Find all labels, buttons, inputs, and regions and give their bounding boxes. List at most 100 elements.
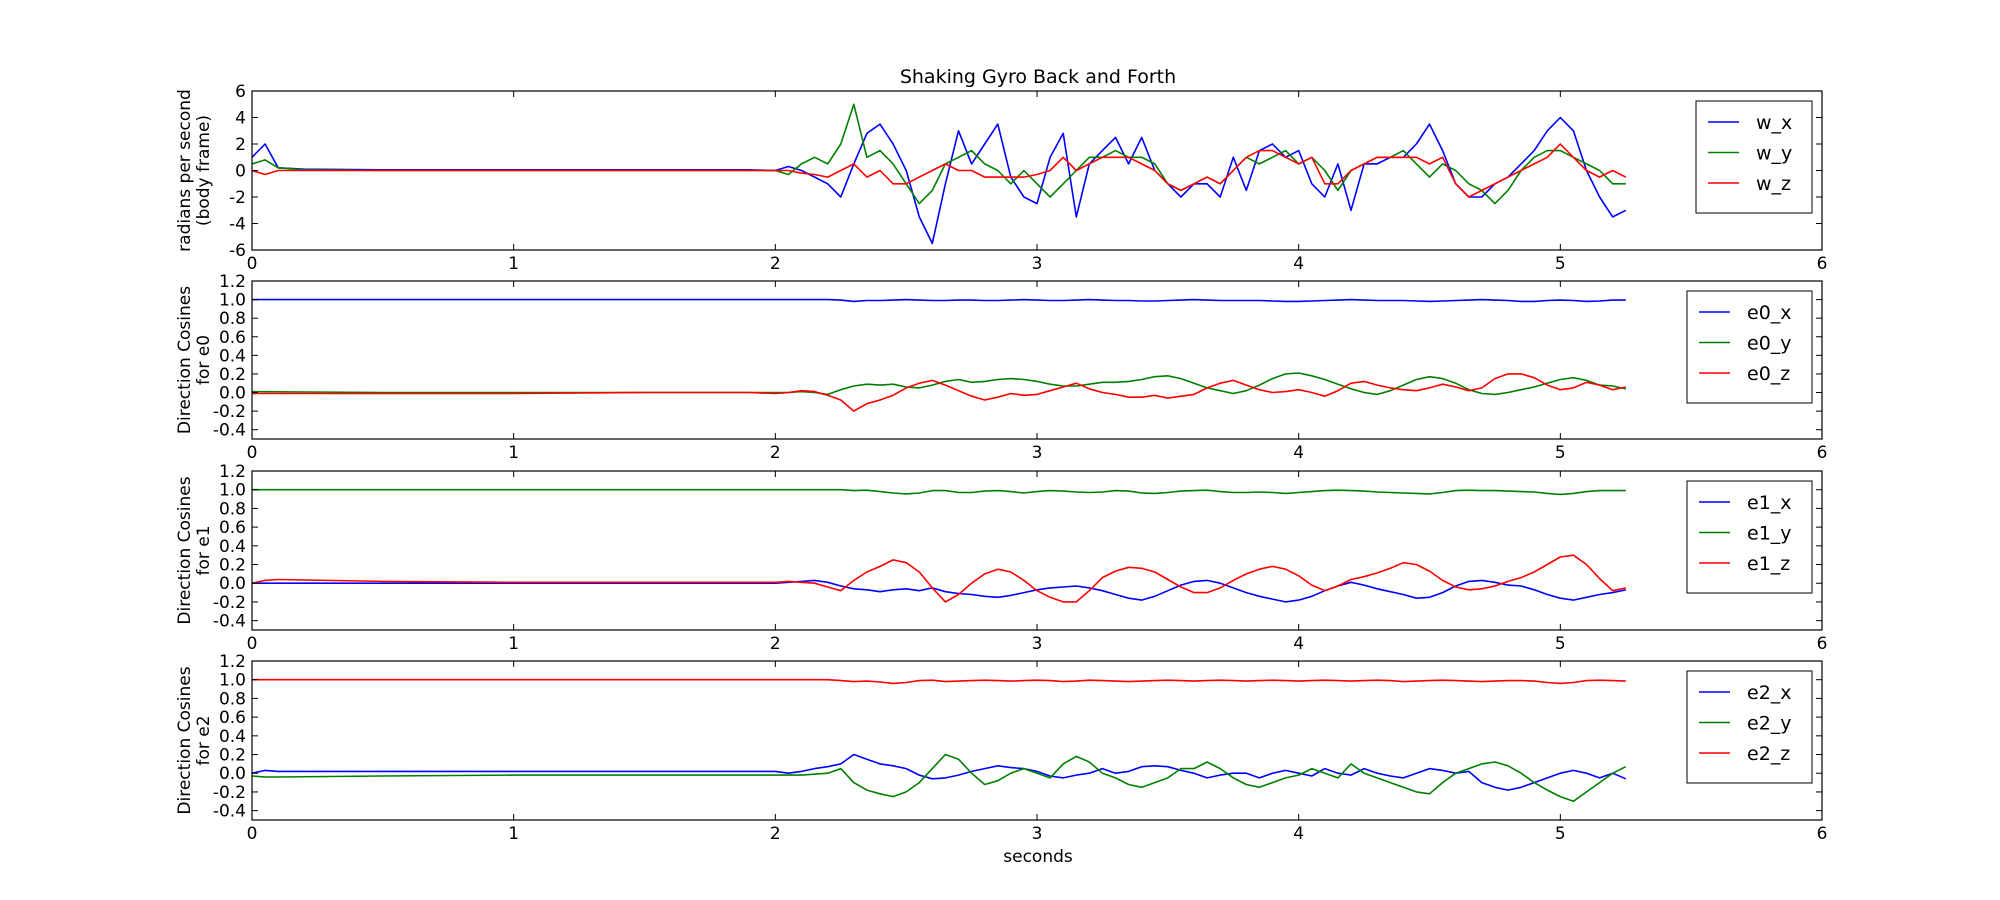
legend-label-e0_z: e0_z	[1747, 363, 1790, 385]
y-tick-label: -0.4	[213, 612, 246, 632]
subplot-2: 0 1 2 3 4 5 6 -0.4-0.20.00.20.40.60.81.01.2 Dire…	[175, 462, 1827, 654]
y-tick-label: 0.8	[219, 499, 246, 519]
x-tick-label: 2	[770, 443, 781, 463]
y-tick-label: 0.4	[219, 346, 246, 366]
y-tick-label: -0.4	[213, 802, 246, 822]
x-tick-label: 5	[1555, 824, 1566, 844]
y-tick-label: -6	[229, 241, 246, 261]
x-tick-label: 4	[1293, 634, 1304, 654]
y-tick-label: 6	[235, 82, 246, 102]
legend-label-e0_y: e0_y	[1747, 333, 1792, 355]
series-group	[252, 298, 1626, 412]
y-axis-label: for e1	[194, 525, 214, 575]
legend-label-e1_z: e1_z	[1747, 553, 1790, 575]
y-tick-label: 1.2	[219, 462, 246, 482]
legend-box	[1686, 480, 1813, 594]
legend-label-e1_x: e1_x	[1747, 492, 1792, 514]
series-line-e0_z	[252, 373, 1626, 412]
axes-frame	[251, 280, 1823, 440]
x-tick-label: 0	[247, 634, 258, 654]
legend-label-e2_z: e2_z	[1747, 743, 1790, 765]
x-tick-label: 5	[1555, 443, 1566, 463]
series-line-e2_x	[252, 753, 1627, 791]
series-line-e1_x	[252, 579, 1626, 603]
x-tick-label: 0	[247, 824, 258, 844]
subplots: 0 1 2 3 4 5 6 -6 -4 -2 0 2 4 6 radians per second (body…	[175, 82, 1827, 844]
series-group	[252, 678, 1627, 803]
legend-label-e0_x: e0_x	[1747, 302, 1792, 324]
y-axis-label: radians per second	[175, 89, 195, 252]
x-tick-label: 1	[508, 634, 519, 654]
y-tick-label: 0.8	[219, 689, 246, 709]
x-tick-label: 1	[508, 254, 519, 274]
x-tick-label: 2	[770, 824, 781, 844]
x-tick-label: 1	[508, 443, 519, 463]
y-tick-label: 0.6	[219, 708, 246, 728]
y-tick-label: -0.2	[213, 402, 246, 422]
legend: e1_x e1_y e1_z	[1686, 480, 1813, 594]
y-tick-label: 0.4	[219, 727, 246, 747]
x-tick-label: 1	[508, 824, 519, 844]
series-line-w_y	[252, 103, 1626, 205]
legend-box	[1686, 670, 1813, 784]
series-group	[252, 103, 1627, 245]
axes-frame	[251, 660, 1823, 821]
x-tick-label: 3	[1032, 634, 1043, 654]
figure-title: Shaking Gyro Back and Forth	[900, 66, 1176, 88]
x-tick-label: 4	[1293, 443, 1304, 463]
x-tick-label: 3	[1032, 254, 1043, 274]
x-tick-label: 5	[1555, 634, 1566, 654]
y-tick-label: 0.4	[219, 537, 246, 557]
y-tick-label: 0	[235, 162, 246, 182]
x-tick-label: 6	[1817, 824, 1828, 844]
series-line-e2_y	[252, 753, 1627, 803]
y-axis-label: for e2	[194, 715, 214, 765]
y-tick-label: -4	[229, 215, 246, 235]
x-tick-label: 0	[247, 443, 258, 463]
y-tick-label: 1.2	[219, 272, 246, 292]
y-tick-label: 0.0	[219, 574, 246, 594]
y-tick-label: 0.2	[219, 746, 246, 766]
x-tick-label: 6	[1817, 254, 1828, 274]
y-tick-label: 0.0	[219, 384, 246, 404]
y-tick-label: 0.2	[219, 556, 246, 576]
series-group	[252, 488, 1626, 603]
series-line-e0_y	[252, 372, 1626, 396]
x-tick-label: 4	[1293, 254, 1304, 274]
legend-label-e2_y: e2_y	[1747, 713, 1792, 735]
x-tick-label: 2	[770, 634, 781, 654]
y-axis-label: Direction Cosines	[175, 476, 195, 624]
subplot-0: 0 1 2 3 4 5 6 -6 -4 -2 0 2 4 6 radians per second (body…	[175, 82, 1827, 274]
series-line-e0_x	[252, 298, 1626, 303]
y-tick-label: 0.0	[219, 764, 246, 784]
legend-label-e1_y: e1_y	[1747, 523, 1792, 545]
y-tick-label: 1.0	[219, 671, 246, 691]
legend: e0_x e0_y e0_z	[1686, 290, 1813, 404]
legend-box	[1686, 290, 1813, 404]
y-tick-label: 1.0	[219, 291, 246, 311]
x-tick-label: 6	[1817, 634, 1828, 654]
y-tick-label: 0.2	[219, 365, 246, 385]
legend-label-w_z: w_z	[1756, 173, 1791, 195]
x-tick-label: 3	[1032, 443, 1043, 463]
y-tick-label: 2	[235, 135, 246, 155]
legend-label-w_y: w_y	[1756, 143, 1792, 165]
x-tick-label: 4	[1293, 824, 1304, 844]
y-axis-label: for e0	[194, 335, 214, 385]
x-tick-label: 5	[1555, 254, 1566, 274]
legend: e2_x e2_y e2_z	[1686, 670, 1813, 784]
y-tick-label: 0.6	[219, 328, 246, 348]
x-tick-label: 0	[247, 254, 258, 274]
series-line-e2_z	[252, 678, 1626, 685]
y-tick-label: -0.2	[213, 593, 246, 613]
x-axis-label: seconds	[1003, 847, 1073, 867]
y-tick-label: -0.4	[213, 421, 246, 441]
y-tick-label: -0.2	[213, 783, 246, 803]
y-tick-label: 1.0	[219, 481, 246, 501]
y-tick-label: 1.2	[219, 652, 246, 672]
y-axis-label: Direction Cosines	[175, 286, 195, 434]
legend-box	[1695, 100, 1813, 214]
series-line-w_z	[252, 143, 1627, 198]
y-tick-label: -2	[229, 188, 246, 208]
